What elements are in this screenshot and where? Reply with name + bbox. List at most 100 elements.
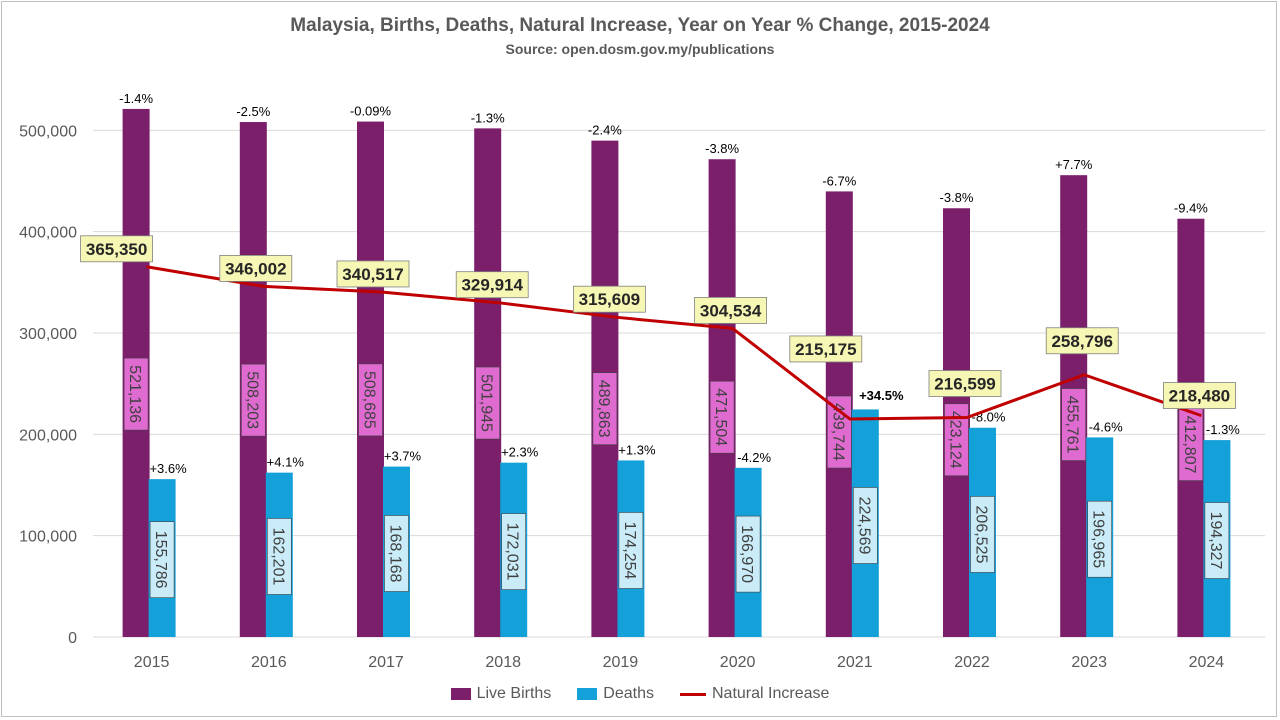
births-change-label: -1.3%	[471, 110, 505, 125]
deaths-value-label-box	[1204, 502, 1230, 579]
deaths-change-label: -4.6%	[1089, 419, 1123, 434]
legend-item-natural-increase: Natural Increase	[680, 685, 829, 703]
deaths-value-label-box	[501, 513, 527, 590]
natural-increase-value-text: 329,914	[461, 276, 523, 295]
births-value-label: 508,685	[358, 363, 383, 437]
legend-label-deaths: Deaths	[603, 685, 654, 702]
legend-label-live-births: Live Births	[476, 685, 552, 702]
deaths-value-label-box	[266, 518, 292, 595]
births-value-label: 412,807	[1178, 408, 1204, 481]
births-value-label: 455,761	[1061, 388, 1086, 461]
deaths-value-label: 194,327	[1204, 502, 1230, 579]
x-tick-label: 2022	[954, 654, 990, 671]
births-value-text: 423,124	[947, 411, 964, 469]
deaths-change-label: -1.3%	[1206, 422, 1240, 437]
births-value-label: 423,124	[944, 403, 969, 477]
deaths-value-text: 174,254	[621, 522, 638, 580]
x-tick-label: 2020	[720, 654, 756, 671]
deaths-value-label: 196,965	[1087, 500, 1112, 578]
births-value-text: 521,136	[126, 365, 143, 423]
births-value-text: 508,685	[361, 371, 378, 429]
deaths-value-label-box	[852, 487, 878, 564]
natural-increase-value-label: 365,350	[80, 235, 153, 263]
deaths-change-label: +3.6%	[149, 461, 187, 476]
deaths-value-text: 162,201	[269, 528, 286, 586]
deaths-change-label: -4.2%	[737, 450, 771, 465]
deaths-value-text: 166,970	[738, 525, 755, 583]
births-change-label: -0.09%	[350, 104, 392, 119]
deaths-value-label: 174,254	[618, 512, 644, 589]
x-tick-label: 2019	[603, 654, 639, 671]
births-change-label: -2.5%	[236, 104, 270, 119]
births-value-text: 508,203	[243, 371, 260, 429]
births-change-label: -6.7%	[822, 173, 856, 188]
natural-increase-value-label: 304,534	[694, 297, 767, 324]
natural-increase-value-text: 258,796	[1051, 332, 1112, 351]
births-value-label-box	[241, 363, 266, 437]
natural-increase-label-box	[1045, 327, 1119, 355]
y-tick-label: 300,000	[19, 326, 77, 343]
chart-legend: Live Births Deaths Natural Increase	[0, 685, 1280, 703]
natural-increase-label-box	[80, 235, 153, 263]
legend-swatch-natural-increase	[680, 692, 706, 696]
deaths-value-label: 162,201	[266, 518, 292, 595]
y-tick-label: 500,000	[19, 123, 77, 140]
legend-item-live-births: Live Births	[450, 685, 552, 703]
y-tick-label: 200,000	[19, 427, 77, 444]
natural-increase-value-text: 218,480	[1169, 387, 1230, 406]
natural-increase-label-box	[455, 271, 529, 299]
natural-increase-label-box	[789, 335, 863, 363]
natural-increase-value-text: 304,534	[700, 301, 762, 320]
deaths-value-label: 166,970	[735, 515, 761, 593]
births-value-label: 508,203	[241, 363, 266, 437]
legend-swatch-live-births	[450, 688, 471, 700]
y-tick-label: 0	[68, 630, 77, 647]
deaths-value-text: 194,327	[1207, 512, 1224, 570]
x-tick-label: 2015	[134, 654, 170, 671]
births-value-text: 489,863	[595, 380, 612, 438]
natural-increase-value-label: 218,480	[1163, 382, 1236, 410]
x-tick-label: 2016	[251, 654, 287, 671]
natural-increase-label-box	[573, 285, 646, 313]
y-tick-label: 400,000	[19, 225, 77, 242]
births-change-label: -2.4%	[588, 123, 622, 138]
deaths-value-text: 172,031	[504, 523, 521, 581]
natural-increase-value-text: 365,350	[86, 240, 147, 259]
deaths-value-label: 206,525	[970, 496, 995, 573]
legend-item-deaths: Deaths	[577, 685, 654, 703]
line-natural-increase	[146, 265, 1202, 421]
natural-increase-value-label: 329,914	[455, 271, 529, 299]
deaths-value-text: 155,786	[152, 531, 169, 589]
births-value-label-box	[1061, 388, 1086, 461]
births-value-text: 455,761	[1064, 396, 1081, 454]
chart-plot: 0 100,000 200,000 300,000 400,000 500,000 2015…	[19, 91, 1265, 671]
deaths-change-label: -8.0%	[972, 410, 1006, 425]
y-tick-label: 100,000	[19, 529, 77, 546]
x-tick-label: 2017	[368, 654, 404, 671]
births-value-label-box	[592, 372, 618, 445]
x-tick-label: 2021	[837, 654, 873, 671]
natural-increase-value-text: 215,175	[795, 340, 856, 359]
births-value-text: 412,807	[1181, 416, 1198, 474]
deaths-value-label-box	[970, 496, 995, 573]
chart-subtitle: Source: open.dosm.gov.my/publications	[505, 41, 775, 57]
natural-increase-value-label: 258,796	[1045, 327, 1119, 355]
births-value-label-box	[709, 380, 735, 454]
x-tick-label: 2024	[1189, 654, 1225, 671]
deaths-value-text: 206,525	[973, 506, 990, 564]
x-tick-label: 2023	[1071, 654, 1107, 671]
births-value-label-box	[944, 403, 969, 477]
natural-increase-value-text: 346,002	[225, 259, 286, 278]
natural-increase-label-box	[694, 297, 767, 324]
deaths-value-text: 224,569	[855, 497, 872, 555]
deaths-value-text: 196,965	[1090, 510, 1107, 568]
deaths-value-label-box	[149, 521, 175, 598]
births-value-label-box	[475, 366, 501, 440]
deaths-change-label: +3.7%	[384, 449, 422, 464]
births-value-label: 471,504	[709, 380, 735, 454]
chart-title: Malaysia, Births, Deaths, Natural Increa…	[290, 15, 990, 36]
x-tick-label: 2018	[485, 654, 521, 671]
births-value-text: 501,945	[478, 374, 495, 432]
births-change-label: -3.8%	[940, 190, 974, 205]
births-value-label: 501,945	[475, 366, 501, 440]
